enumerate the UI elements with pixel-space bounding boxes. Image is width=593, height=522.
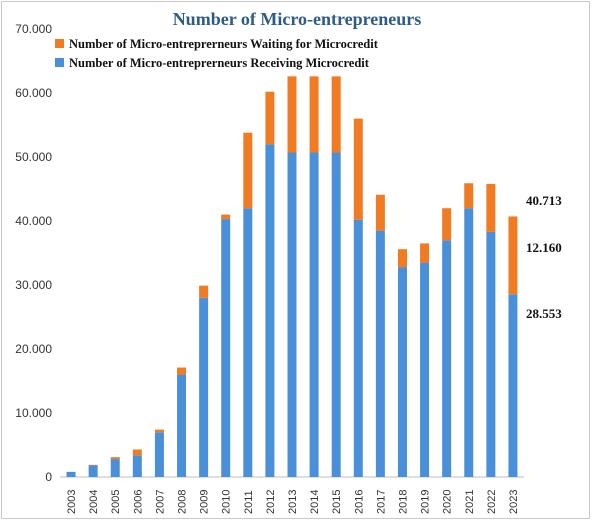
bar-receiving [132,455,142,477]
bar-waiting [88,464,98,466]
bar-waiting [353,118,363,220]
x-tick-label: 2010 [221,490,233,514]
y-tick-label: 70.000 [15,22,52,36]
legend-label-receiving: Number of Micro-entreprerneurs Receiving… [69,56,370,70]
bar-receiving [199,297,209,477]
x-tick-label: 2004 [88,490,100,514]
annotation-receiving: 28.553 [526,306,562,321]
bar-receiving [309,152,319,477]
bar-waiting [375,194,385,231]
x-tick-label: 2019 [420,490,432,514]
bar-waiting [221,214,231,220]
x-tick-label: 2012 [265,490,277,514]
bar-waiting [309,76,319,153]
x-tick-label: 2008 [177,490,189,514]
bar-waiting [442,208,452,241]
bar-receiving [66,471,76,477]
bar-receiving [331,152,341,477]
x-tick-label: 2020 [442,490,454,514]
bar-waiting [331,76,341,153]
x-tick-label: 2016 [353,490,365,514]
bar-waiting [508,216,518,295]
annotation-total: 40.713 [526,193,562,208]
bar-receiving [375,230,385,477]
y-tick-label: 20.000 [15,342,52,356]
x-tick-label: 2018 [397,490,409,514]
x-tick-label: 2009 [199,490,211,514]
bar-receiving [397,267,407,477]
y-tick-label: 0 [45,470,52,484]
bar-waiting [243,132,253,209]
bar-receiving [464,208,474,477]
bar-receiving [88,465,98,477]
bar-waiting [464,183,474,209]
x-tick-label: 2011 [243,490,255,514]
bar-receiving [154,432,164,477]
bar-waiting [486,183,496,232]
y-axis: 0 10.000 20.000 30.000 40.000 50.000 60.000 70.… [15,22,52,484]
legend: Number of Micro-entreprerneurs Waiting f… [55,37,379,70]
bar-receiving [221,219,231,477]
bar-waiting [110,457,120,460]
bar-waiting [287,76,297,153]
y-tick-label: 30.000 [15,278,52,292]
x-tick-label: 2003 [66,490,78,514]
bar-waiting [154,429,164,433]
bar-receiving [110,459,120,477]
bar-receiving [486,231,496,477]
bar-waiting [177,367,187,375]
bar-waiting [397,249,407,268]
legend-swatch-waiting [55,39,64,48]
bar-waiting [132,449,142,456]
bar-receiving [243,208,253,477]
y-tick-label: 40.000 [15,214,52,228]
x-tick-label: 2023 [508,490,520,514]
y-tick-label: 10.000 [15,406,52,420]
x-tick-label: 2007 [154,490,166,514]
chart-title: Number of Micro-entrepreneurs [173,9,422,29]
bar-receiving [420,262,430,477]
bar-waiting [265,91,275,145]
bar-receiving [442,240,452,477]
bar-receiving [177,374,187,477]
bar-receiving [287,152,297,477]
x-tick-label: 2013 [287,490,299,514]
annotation-waiting: 12.160 [526,240,562,255]
x-tick-label: 2014 [309,490,321,514]
y-tick-label: 50.000 [15,150,52,164]
x-tick-label: 2017 [375,490,387,514]
x-tick-label: 2015 [331,490,343,514]
legend-label-waiting: Number of Micro-entreprerneurs Waiting f… [69,37,379,51]
bars [66,76,518,477]
bar-receiving [353,219,363,477]
bar-waiting [199,285,209,298]
x-tick-label: 2022 [486,490,498,514]
bar-receiving [265,144,275,477]
legend-swatch-receiving [55,58,64,67]
bar-receiving [508,294,518,477]
y-tick-label: 60.000 [15,86,52,100]
x-tick-label: 2021 [464,490,476,514]
x-tick-label: 2005 [110,490,122,514]
x-tick-label: 2006 [132,490,144,514]
x-axis: 2003 2004 2005 2006 2007 2008 2009 2010 2011 2012… [66,490,520,514]
bar-waiting [420,243,430,263]
